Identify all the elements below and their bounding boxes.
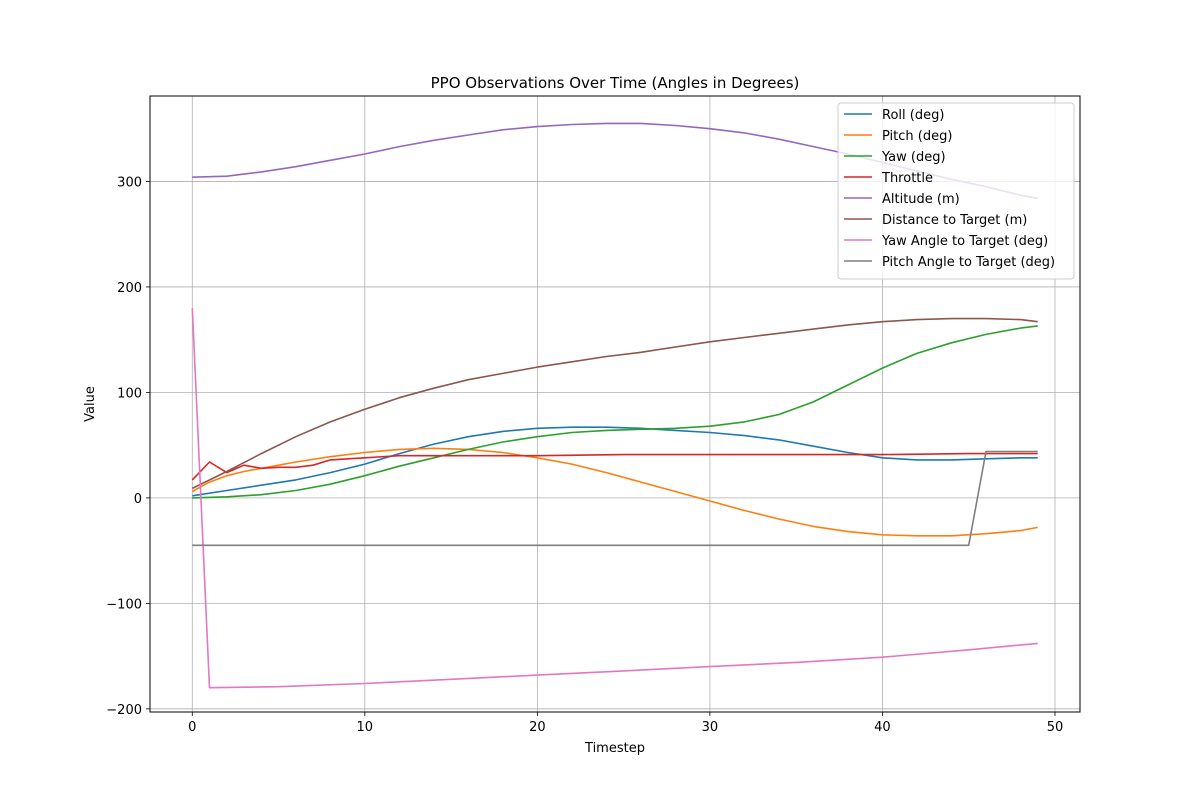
series-lines: [191, 122, 1038, 689]
y-tick-label: −100: [106, 597, 142, 612]
series-line-2: [192, 325, 1038, 499]
grid: [150, 96, 1080, 712]
legend-label: Altitude (m): [882, 192, 960, 207]
legend-label: Yaw Angle to Target (deg): [881, 234, 1048, 249]
x-tick-label: 30: [702, 720, 719, 735]
legend-label: Distance to Target (m): [882, 213, 1027, 228]
legend-label: Pitch Angle to Target (deg): [882, 255, 1055, 270]
y-tick-label: 0: [134, 492, 142, 507]
x-tick-label: 10: [357, 720, 374, 735]
legend-label: Throttle: [881, 171, 933, 186]
x-tick-label: 0: [188, 720, 196, 735]
series-line-0: [192, 426, 1038, 497]
plot-frame: [149, 95, 1081, 713]
legend-box: [837, 102, 1075, 280]
y-tick-label: 200: [117, 281, 142, 296]
series-line-6: [191, 307, 1038, 689]
legend-label: Pitch (deg): [882, 129, 952, 144]
series-line-1: [191, 447, 1038, 537]
y-tick-label: −200: [106, 703, 142, 718]
y-tick-label: 100: [117, 386, 142, 401]
y-axis-label: Value: [83, 386, 98, 422]
x-tick-label: 40: [874, 720, 891, 735]
legend: Roll (deg) Pitch (deg) Yaw (deg) Throttle Al…: [837, 102, 1075, 280]
chart-title: PPO Observations Over Time (Angles in De…: [431, 74, 800, 92]
axis-ticks: 0 10 20 30 40 50 −200 −100 0 100 200 300: [106, 175, 1063, 735]
legend-label: Roll (deg): [882, 108, 944, 123]
series-line-5: [191, 317, 1038, 490]
series-line-7: [192, 450, 1038, 547]
x-tick-label: 20: [529, 720, 546, 735]
x-axis-label: Timestep: [584, 741, 645, 756]
x-tick-label: 50: [1047, 720, 1064, 735]
series-line-3: [191, 452, 1038, 481]
legend-label: Yaw (deg): [881, 150, 946, 165]
y-tick-label: 300: [117, 175, 142, 190]
